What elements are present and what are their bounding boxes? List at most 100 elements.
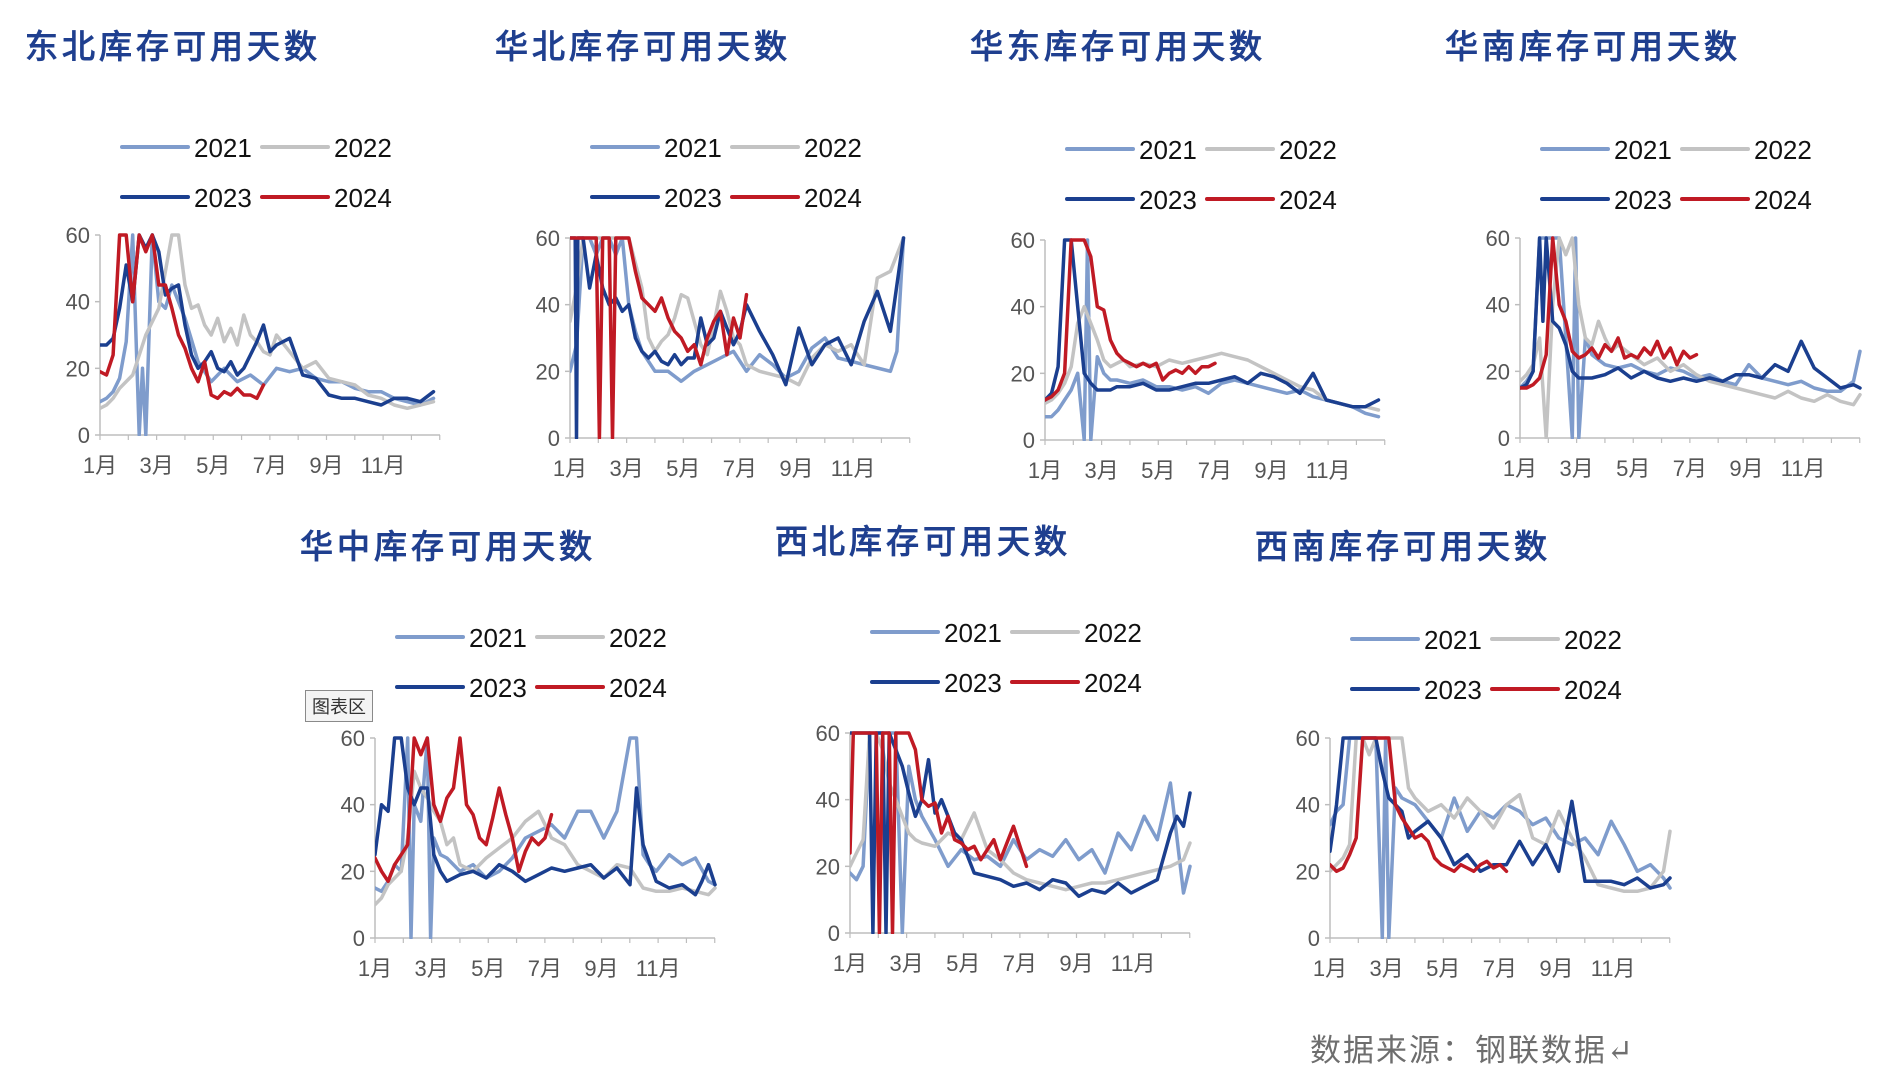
y-tick-label: 0 — [548, 426, 560, 451]
legend-item-2023: 2023 — [590, 180, 740, 216]
x-tick-label: 7月 — [1673, 456, 1707, 481]
panel-huabei: 华北库存可用天数 2021 2022 2023 2024 0 20 40 60 1月 3月 5月 7月… — [495, 20, 935, 481]
line-chart: 0 20 40 60 1月 3月 5月 7月 9月 11月 — [1296, 726, 1672, 981]
x-tick-label: 5月 — [666, 456, 700, 481]
series-line-2023 — [1045, 238, 1381, 409]
legend-item-2024: 2024 — [1010, 665, 1160, 701]
legend-swatch — [260, 195, 330, 199]
y-tick-label: 0 — [1498, 426, 1510, 451]
x-tick-label: 11月 — [1781, 456, 1826, 481]
legend-label: 2021 — [664, 133, 722, 163]
chart-legend: 2021 2022 2023 2024 — [1350, 622, 1690, 712]
legend-swatch — [535, 635, 605, 639]
chart-title: 华北库存可用天数 — [495, 27, 791, 66]
y-tick-label: 40 — [1486, 293, 1510, 318]
x-tick-label: 5月 — [1616, 456, 1650, 481]
y-tick-label: 20 — [1296, 859, 1320, 884]
x-tick-label: 3月 — [1369, 956, 1403, 981]
legend-item-2023: 2023 — [120, 180, 270, 216]
line-chart: 0 20 40 60 1月 3月 5月 7月 9月 11月 — [1011, 228, 1386, 483]
legend-label: 2022 — [804, 133, 862, 163]
x-tick-label: 5月 — [1426, 956, 1460, 981]
legend-label: 2022 — [609, 623, 667, 653]
series-line-2024 — [100, 233, 266, 401]
x-tick-label: 9月 — [1059, 951, 1093, 976]
y-tick-label: 40 — [1296, 793, 1320, 818]
legend-item-2022: 2022 — [1205, 132, 1355, 168]
legend-item-2023: 2023 — [1540, 182, 1690, 218]
y-tick-label: 40 — [816, 788, 840, 813]
legend-swatch — [730, 195, 800, 199]
legend-item-2022: 2022 — [1680, 132, 1830, 168]
y-tick-label: 20 — [816, 854, 840, 879]
x-tick-label: 5月 — [471, 956, 505, 981]
series-line-2024 — [375, 736, 554, 884]
x-tick-label: 5月 — [946, 951, 980, 976]
legend-swatch — [120, 195, 190, 199]
series-line-2024 — [570, 236, 749, 439]
legend-swatch — [870, 680, 940, 684]
y-tick-label: 60 — [536, 226, 560, 251]
legend-label: 2023 — [1139, 185, 1197, 215]
series-line-2024 — [1330, 736, 1509, 874]
legend-label: 2022 — [1084, 618, 1142, 648]
series-line-2022 — [1330, 736, 1672, 894]
legend-label: 2024 — [334, 183, 392, 213]
y-tick-label: 20 — [66, 356, 90, 381]
legend-item-2024: 2024 — [730, 180, 880, 216]
legend-swatch — [1680, 197, 1750, 201]
legend-swatch — [1490, 687, 1560, 691]
y-tick-label: 0 — [78, 423, 90, 448]
series-line-2022 — [1520, 236, 1862, 439]
legend-swatch — [120, 145, 190, 149]
legend-label: 2021 — [1614, 135, 1672, 165]
legend-label: 2023 — [944, 668, 1002, 698]
y-tick-label: 20 — [341, 859, 365, 884]
line-chart: 0 20 40 60 1月 3月 5月 7月 9月 11月 — [341, 726, 717, 981]
legend-label: 2023 — [664, 183, 722, 213]
legend-item-2022: 2022 — [260, 130, 410, 166]
chart-area-tooltip: 图表区 — [305, 690, 373, 722]
legend-label: 2024 — [609, 673, 667, 703]
legend-swatch — [1205, 197, 1275, 201]
legend-swatch — [395, 685, 465, 689]
legend-item-2023: 2023 — [395, 670, 545, 706]
panel-dongbei: 东北库存可用天数 2021 2022 2023 2024 0 20 40 60 1月 3月 5月 7月… — [25, 20, 465, 478]
legend-label: 2024 — [1754, 185, 1812, 215]
x-tick-label: 1月 — [1503, 456, 1537, 481]
series-line-2024 — [1520, 236, 1699, 390]
x-tick-label: 5月 — [196, 453, 230, 478]
legend-label: 2024 — [1279, 185, 1337, 215]
panel-huazhong: 华中库存可用天数 2021 2022 2023 2024 0 20 40 60 1月 3月 5月 7月… — [300, 520, 740, 981]
data-source-note: 数据来源：钢联数据↵ — [1310, 1033, 1635, 1069]
panel-huadong: 华东库存可用天数 2021 2022 2023 2024 0 20 40 60 1月 3月 5月 7月… — [970, 20, 1410, 483]
chart-title: 东北库存可用天数 — [25, 27, 321, 66]
legend-label: 2022 — [334, 133, 392, 163]
x-tick-label: 7月 — [723, 456, 757, 481]
x-tick-label: 11月 — [1306, 458, 1351, 483]
legend-label: 2024 — [1564, 675, 1622, 705]
chart-title: 华东库存可用天数 — [970, 27, 1266, 66]
legend-item-2022: 2022 — [535, 620, 685, 656]
x-tick-label: 9月 — [309, 453, 343, 478]
x-tick-label: 1月 — [1313, 956, 1347, 981]
x-tick-label: 11月 — [361, 453, 406, 478]
line-chart: 0 20 40 60 1月 3月 5月 7月 9月 11月 — [1486, 226, 1862, 481]
series-line-2023 — [1520, 236, 1862, 390]
panel-huanan: 华南库存可用天数 2021 2022 2023 2024 0 20 40 60 1月 3月 5月 7月… — [1445, 20, 1885, 481]
legend-swatch — [260, 145, 330, 149]
chart-legend: 2021 2022 2023 2024 — [1065, 132, 1405, 222]
legend-swatch — [535, 685, 605, 689]
chart-title: 西南库存可用天数 — [1255, 527, 1551, 566]
legend-swatch — [730, 145, 800, 149]
chart-title: 西北库存可用天数 — [775, 522, 1071, 561]
line-chart: 0 20 40 60 1月 3月 5月 7月 9月 11月 — [66, 223, 441, 478]
legend-label: 2021 — [469, 623, 527, 653]
legend-swatch — [1680, 147, 1750, 151]
y-tick-label: 20 — [1486, 359, 1510, 384]
series-line-2021 — [1045, 238, 1381, 441]
x-tick-label: 11月 — [1591, 956, 1636, 981]
chart-legend: 2021 2022 2023 2024 — [395, 620, 735, 710]
y-tick-label: 0 — [353, 926, 365, 951]
legend-label: 2024 — [804, 183, 862, 213]
